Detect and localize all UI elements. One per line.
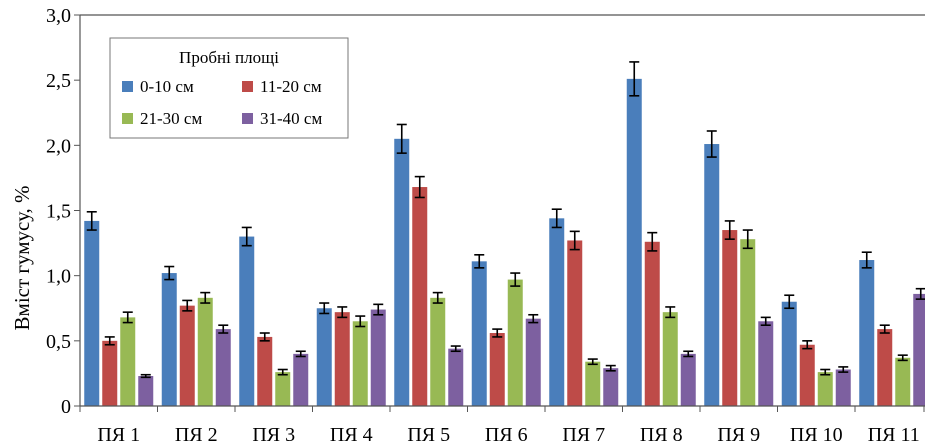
bar xyxy=(334,312,350,406)
bar xyxy=(197,297,213,406)
bar xyxy=(179,305,195,406)
legend-label: 21-30 см xyxy=(140,109,202,128)
bar xyxy=(662,312,678,406)
x-tick-label: ПЯ 2 xyxy=(175,424,218,446)
bar xyxy=(704,144,720,406)
bar xyxy=(370,309,386,406)
bar xyxy=(585,361,601,406)
bar xyxy=(430,297,446,406)
axes xyxy=(79,14,925,407)
bar xyxy=(758,321,774,406)
legend-swatch xyxy=(242,113,253,124)
legend-swatch xyxy=(122,113,133,124)
legend: Пробні площі 0-10 см 11-20 см 21-30 см 31-40… xyxy=(109,37,349,139)
legend-label: 31-40 см xyxy=(260,109,322,128)
x-tick-label: ПЯ 3 xyxy=(252,424,295,446)
bar xyxy=(84,220,100,406)
bar xyxy=(161,273,177,406)
legend-box xyxy=(109,37,349,139)
bar xyxy=(215,329,231,406)
x-tick-label: ПЯ 7 xyxy=(562,424,605,446)
bar xyxy=(448,348,464,406)
y-tick-label: 0,5 xyxy=(46,331,71,353)
y-tick-label: 2,0 xyxy=(46,135,71,157)
bar xyxy=(120,317,136,406)
x-tick-label: ПЯ 6 xyxy=(485,424,528,446)
x-tick-label: ПЯ 11 xyxy=(868,424,920,446)
bar xyxy=(275,372,291,406)
bar xyxy=(626,78,642,406)
bar xyxy=(489,333,505,406)
bar xyxy=(257,336,273,406)
x-tick-label: ПЯ 10 xyxy=(790,424,843,446)
bar xyxy=(817,372,833,406)
legend-label: 11-20 см xyxy=(260,77,322,96)
bar xyxy=(877,329,893,406)
legend-label: 0-10 см xyxy=(140,77,194,96)
bar xyxy=(549,218,565,406)
bar xyxy=(680,353,696,406)
bar-groups xyxy=(84,61,925,407)
bar xyxy=(835,369,851,406)
y-tick-label: 1,5 xyxy=(46,201,71,223)
legend-title: Пробні площі xyxy=(179,48,279,67)
y-tick-label: 1,0 xyxy=(46,266,71,288)
bar xyxy=(471,261,487,406)
x-axis-ticks: ПЯ 1 ПЯ 2 ПЯ 3 ПЯ 4 ПЯ 5 ПЯ 6 ПЯ 7 ПЯ 8 ПЯ 9 ПЯ 1… xyxy=(79,406,925,446)
legend-swatch xyxy=(242,81,253,92)
bar xyxy=(394,138,410,407)
bar xyxy=(102,340,118,406)
bar xyxy=(525,318,541,406)
bar xyxy=(895,357,911,406)
bar xyxy=(913,293,925,406)
bar xyxy=(740,239,756,406)
bar xyxy=(138,376,154,406)
bar xyxy=(603,368,619,406)
bar xyxy=(316,308,332,406)
y-tick-label: 2,5 xyxy=(46,70,71,92)
x-tick-label: ПЯ 9 xyxy=(717,424,760,446)
bar xyxy=(239,236,255,406)
y-axis-ticks: 0 0,5 1,0 1,5 2,0 2,5 3,0 xyxy=(46,5,80,418)
y-axis-title: Вміст гумусу, % xyxy=(10,186,34,331)
bar xyxy=(722,230,738,406)
bar xyxy=(781,301,797,406)
x-tick-label: ПЯ 4 xyxy=(330,424,373,446)
legend-swatch xyxy=(122,81,133,92)
x-tick-label: ПЯ 5 xyxy=(407,424,450,446)
y-tick-label: 3,0 xyxy=(46,5,71,27)
bar xyxy=(799,344,815,406)
bar xyxy=(644,241,660,406)
bar xyxy=(859,260,875,406)
bar xyxy=(507,279,523,406)
bar xyxy=(352,321,368,406)
bar xyxy=(293,353,309,406)
x-tick-label: ПЯ 8 xyxy=(640,424,683,446)
x-tick-label: ПЯ 1 xyxy=(97,424,140,446)
y-tick-label: 0 xyxy=(61,396,71,418)
bar xyxy=(412,187,428,406)
bar xyxy=(567,240,583,406)
